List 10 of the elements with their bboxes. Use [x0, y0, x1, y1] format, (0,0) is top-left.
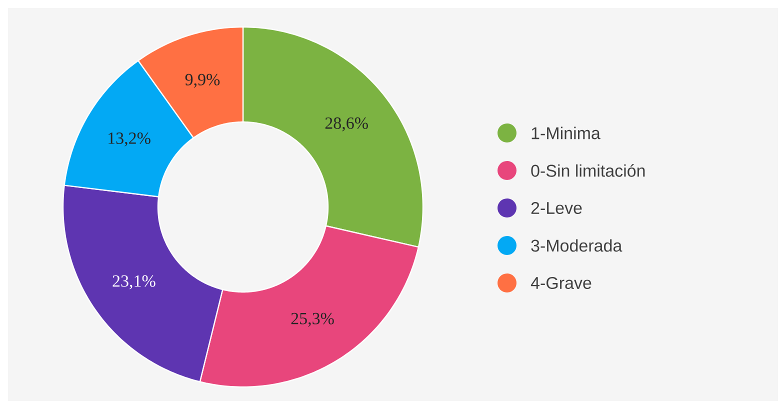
- data-label: 9,9%: [185, 74, 220, 88]
- legend-label: 3-Moderada: [531, 239, 622, 252]
- data-label: 25,3%: [291, 312, 334, 327]
- data-label: 13,2%: [108, 132, 150, 146]
- legend-label: 2-Leve: [531, 202, 582, 214]
- data-label: 23,1%: [112, 275, 156, 290]
- data-label: 28,6%: [325, 117, 368, 132]
- legend-label: 4-Grave: [530, 276, 592, 290]
- legend-label: 0-Sin limitación: [531, 164, 645, 177]
- legend-label: 1-Minima: [532, 126, 600, 140]
